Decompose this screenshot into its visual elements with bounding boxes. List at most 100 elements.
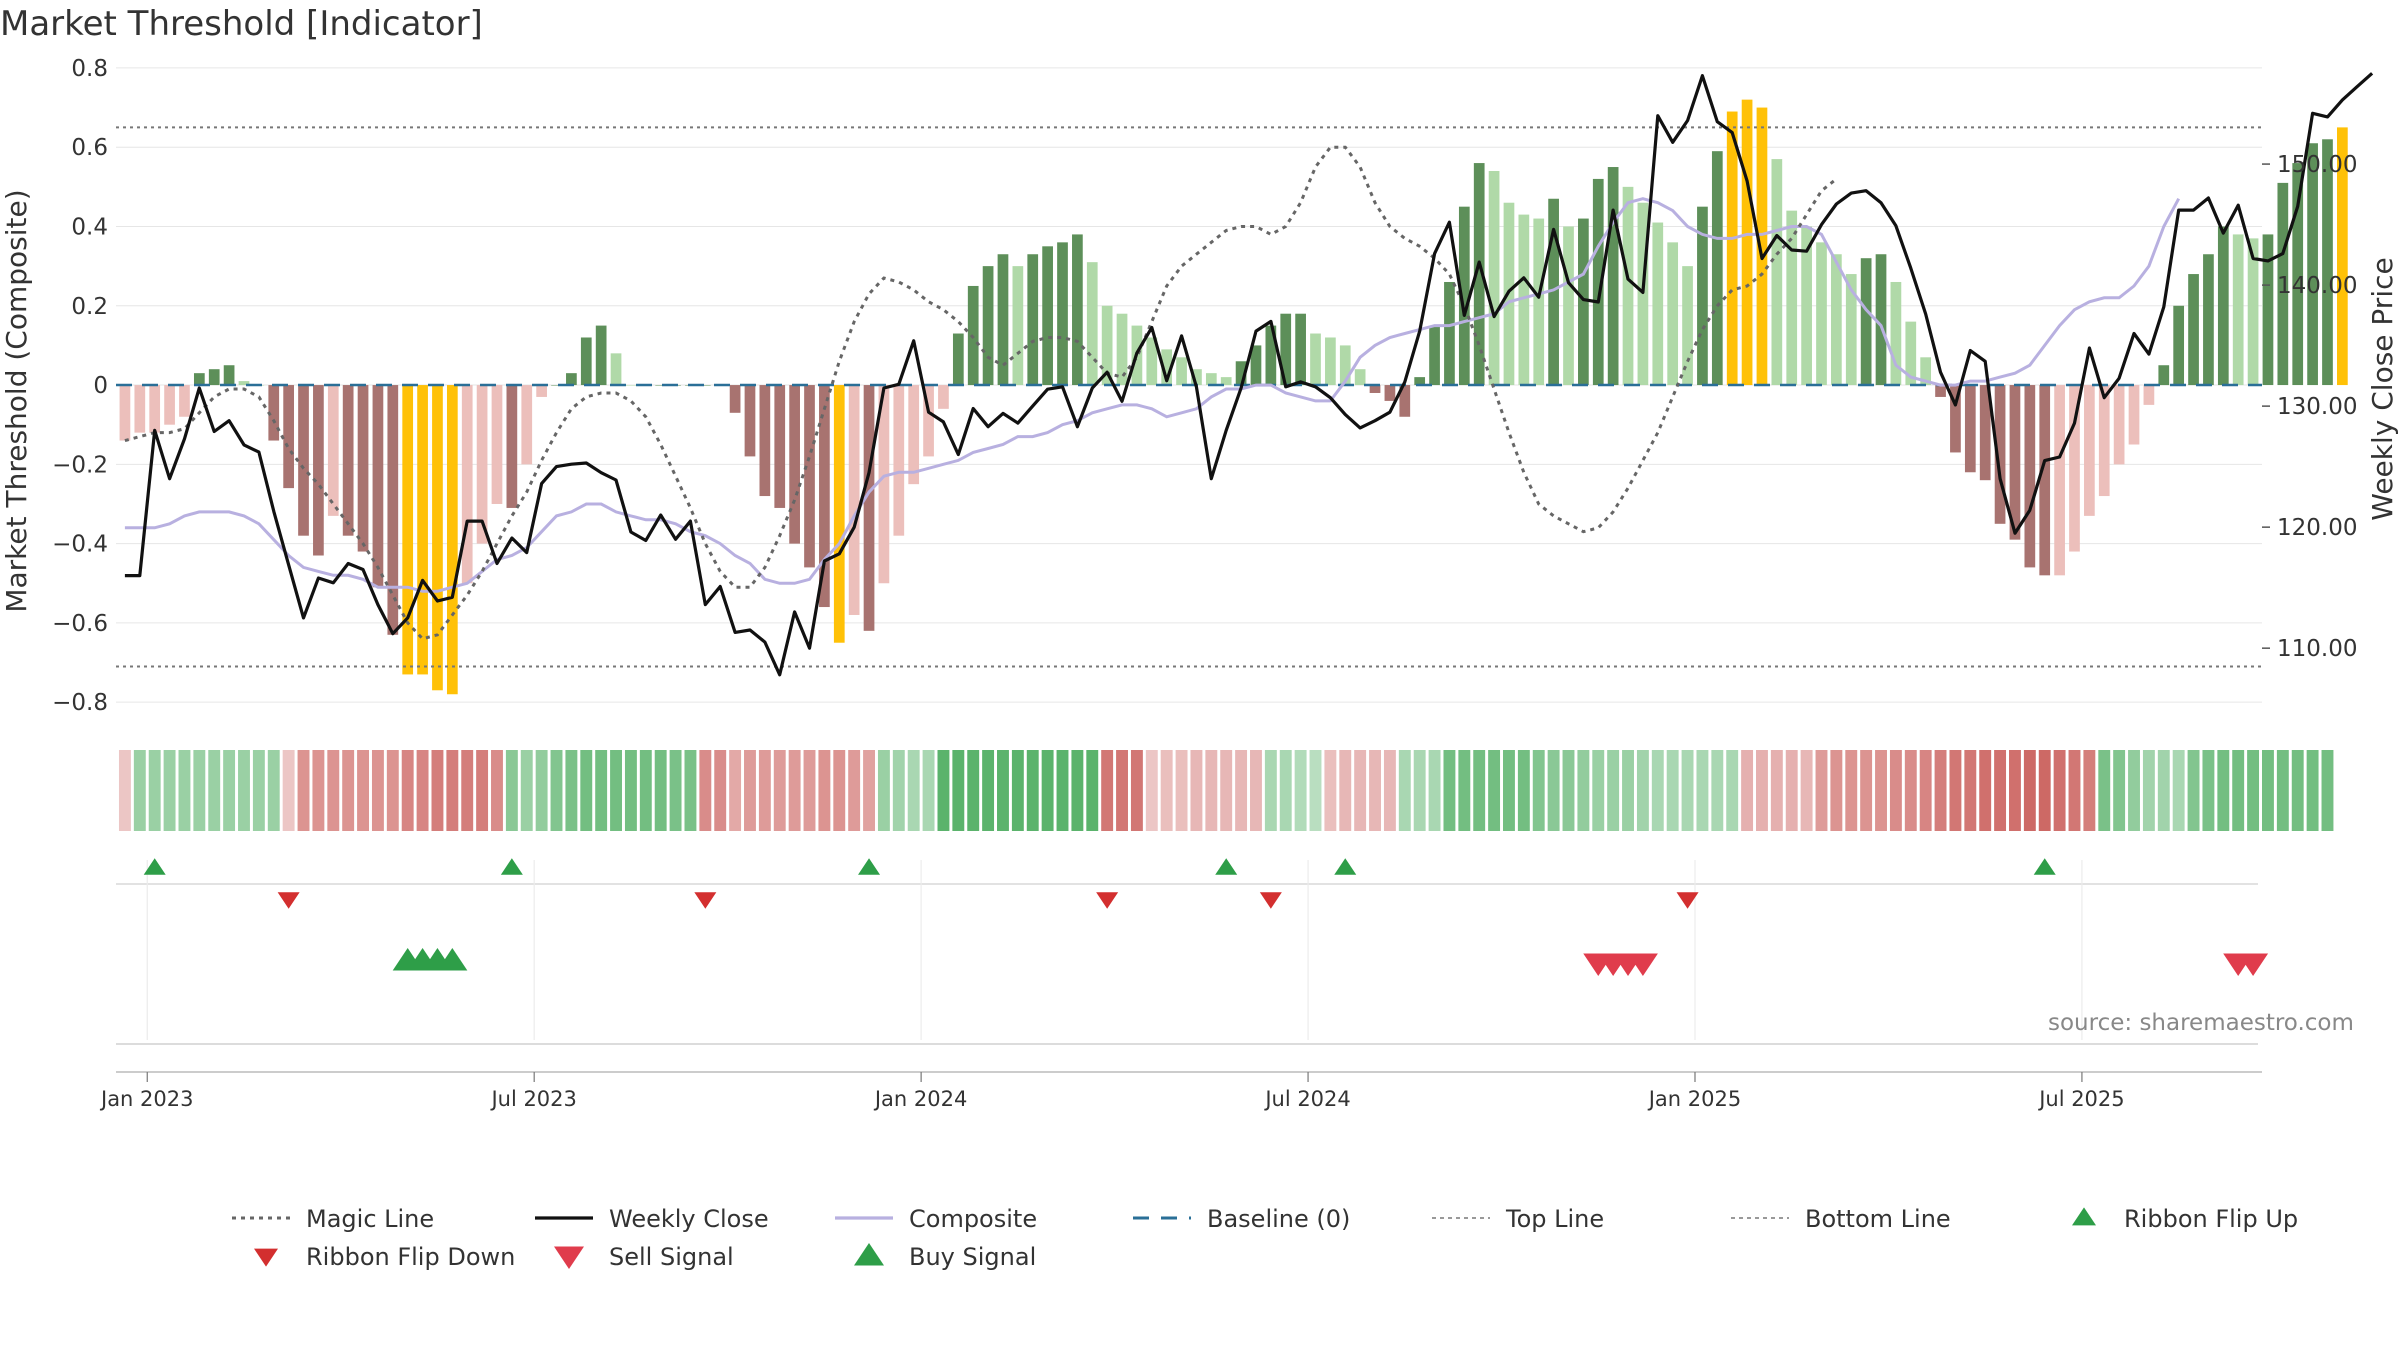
histogram-bar (1935, 385, 1946, 397)
histogram-bar (1682, 266, 1693, 386)
ribbon-cell (1443, 750, 1456, 831)
ribbon-cell (1607, 750, 1620, 831)
histogram-bar (729, 385, 741, 413)
histogram-bar (580, 337, 592, 386)
histogram-bar (833, 385, 845, 643)
ribbon-cell (252, 750, 265, 831)
ribbon-cell (684, 750, 697, 831)
histogram-bar (566, 373, 577, 386)
histogram-bar (1429, 325, 1440, 386)
ribbon-cell (2009, 750, 2021, 831)
ribbon-cell (1130, 750, 1143, 831)
histogram-bar (1578, 218, 1589, 386)
ribbon-cell (1622, 750, 1634, 831)
histogram-bar (1697, 206, 1708, 386)
histogram-bar (610, 353, 622, 386)
histogram-bar (402, 385, 414, 675)
ribbon-cell (1220, 750, 1233, 831)
histogram-bar (625, 385, 637, 386)
ribbon-cell (1547, 750, 1560, 831)
ribbon-cell (848, 750, 861, 831)
left-tick-label: 0.4 (71, 214, 108, 240)
ribbon-cell (193, 750, 206, 831)
ribbon-cell (297, 750, 310, 831)
ribbon-cell (1071, 750, 1084, 831)
ribbon-cell (1264, 750, 1277, 831)
ribbon-cell (952, 750, 965, 831)
ribbon-cell (610, 750, 622, 831)
ribbon-cell (1056, 750, 1069, 831)
ribbon-cell (1503, 750, 1515, 831)
ribbon-cell (863, 750, 875, 831)
histogram-bar (1399, 385, 1411, 417)
histogram-bar (461, 385, 473, 584)
signal-markers (143, 858, 2269, 976)
ribbon-cell (2276, 750, 2289, 831)
histogram-bar (372, 385, 384, 588)
ribbon-cell (1532, 750, 1545, 831)
ribbon-cell (1458, 750, 1471, 831)
histogram-bar (2322, 139, 2333, 386)
histogram-bar (1964, 385, 1976, 473)
histogram-bar (655, 385, 667, 386)
sell-signal-marker (2238, 953, 2269, 976)
ribbon-cell (1175, 750, 1188, 831)
ribbon-cell (1934, 750, 1947, 831)
right-axis: 150.00 140.00 130.00 120.00 110.00 (2262, 152, 2357, 662)
ribbon-flip-down-marker (694, 892, 717, 909)
histogram-bar (223, 365, 235, 386)
ribbon-cell (267, 750, 280, 831)
ribbon-cell (550, 750, 563, 831)
buy-signal-marker (437, 948, 468, 971)
chart-title: Market Threshold [Indicator] (0, 4, 483, 44)
ribbon-cell (1815, 750, 1828, 831)
ribbon-cell (1011, 750, 1024, 831)
ribbon-cell (1994, 750, 2007, 831)
ribbon-cell (520, 750, 533, 831)
legend-swatch (554, 1246, 584, 1269)
histogram-bar (1265, 325, 1277, 386)
ribbon-cell (1830, 750, 1843, 831)
histogram-bar (1905, 321, 1917, 386)
ribbon-cell (2142, 750, 2155, 831)
left-tick-label: 0 (93, 373, 108, 399)
x-tick-label: Jan 2025 (1647, 1087, 1742, 1111)
histogram-bar (2098, 385, 2110, 497)
ribbon-cell (1741, 750, 1754, 831)
ribbon-flip-down-marker (277, 892, 300, 909)
histogram-bar (268, 385, 280, 441)
left-tick-label: −0.4 (52, 532, 108, 558)
ribbon-cell (1086, 750, 1099, 831)
legend-label: Weekly Close (609, 1205, 769, 1233)
source-note: source: sharemaestro.com (2048, 1010, 2354, 1036)
histogram-bar (982, 266, 994, 386)
ribbon-cell (2321, 750, 2334, 831)
ribbon-cell (1726, 750, 1739, 831)
ribbon-cell (639, 750, 652, 831)
legend-item: Bottom Line (1731, 1205, 1951, 1233)
ribbon-cell (312, 750, 325, 831)
ribbon-cell (2157, 750, 2170, 831)
ribbon-cell (2098, 750, 2111, 831)
right-axis-title: Weekly Close Price (2366, 257, 2399, 520)
histogram-bar (446, 385, 458, 695)
legend-item: Top Line (1432, 1205, 1604, 1233)
ribbon-cell (1398, 750, 1411, 831)
histogram-bar (1086, 262, 1098, 386)
histogram-bar (1816, 242, 1827, 386)
histogram-bar (417, 385, 428, 675)
ribbon-cell (118, 750, 131, 831)
legend-item: Weekly Close (535, 1205, 769, 1233)
legend: Magic Line Weekly Close Composite Baseline … (232, 1205, 2298, 1271)
histogram-bar (2128, 385, 2140, 445)
histogram-bar (819, 385, 830, 608)
ribbon-cell (535, 750, 548, 831)
ribbon-cell (476, 750, 489, 831)
histogram-bar (1280, 313, 1292, 386)
histogram-bar (595, 325, 607, 386)
histogram-bar (1057, 242, 1068, 386)
ribbon-cell (2023, 750, 2036, 831)
histogram-bar (1414, 377, 1426, 386)
ribbon-cell (357, 750, 369, 831)
ribbon-cell (1190, 750, 1203, 831)
